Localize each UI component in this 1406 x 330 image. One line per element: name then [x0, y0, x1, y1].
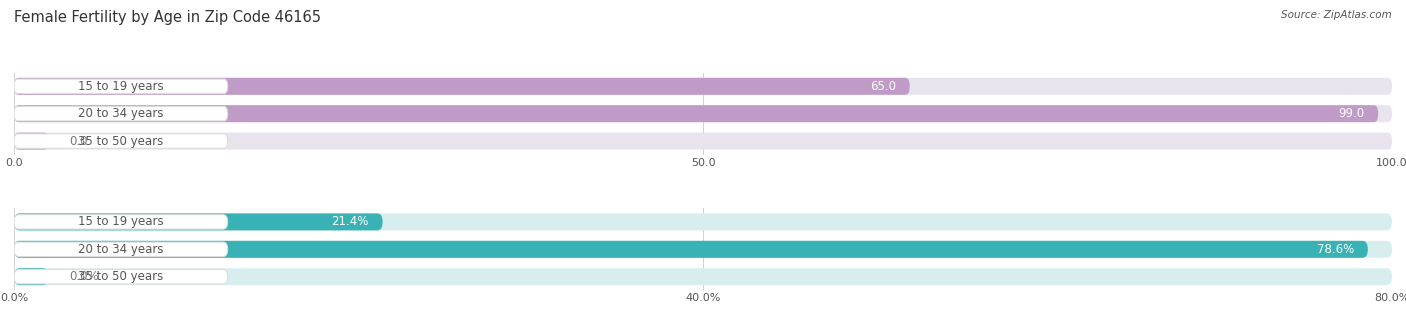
- FancyBboxPatch shape: [14, 134, 228, 148]
- FancyBboxPatch shape: [14, 133, 1392, 149]
- FancyBboxPatch shape: [14, 78, 1392, 95]
- Text: 35 to 50 years: 35 to 50 years: [79, 270, 163, 283]
- FancyBboxPatch shape: [14, 270, 228, 284]
- FancyBboxPatch shape: [14, 268, 1392, 285]
- Text: Source: ZipAtlas.com: Source: ZipAtlas.com: [1281, 10, 1392, 20]
- FancyBboxPatch shape: [14, 78, 910, 95]
- Text: 21.4%: 21.4%: [332, 215, 368, 228]
- Text: 35 to 50 years: 35 to 50 years: [79, 135, 163, 148]
- Text: 0.0%: 0.0%: [69, 270, 98, 283]
- Text: 15 to 19 years: 15 to 19 years: [79, 80, 163, 93]
- FancyBboxPatch shape: [14, 105, 1378, 122]
- Text: 99.0: 99.0: [1339, 107, 1364, 120]
- FancyBboxPatch shape: [14, 107, 228, 121]
- Text: 0.0: 0.0: [69, 135, 87, 148]
- FancyBboxPatch shape: [14, 268, 48, 285]
- FancyBboxPatch shape: [14, 133, 48, 149]
- FancyBboxPatch shape: [14, 214, 382, 230]
- Text: 15 to 19 years: 15 to 19 years: [79, 215, 163, 228]
- FancyBboxPatch shape: [14, 242, 228, 256]
- FancyBboxPatch shape: [14, 214, 1392, 230]
- Text: 20 to 34 years: 20 to 34 years: [79, 107, 163, 120]
- Text: 65.0: 65.0: [870, 80, 896, 93]
- Text: Female Fertility by Age in Zip Code 46165: Female Fertility by Age in Zip Code 4616…: [14, 10, 321, 25]
- FancyBboxPatch shape: [14, 79, 228, 93]
- FancyBboxPatch shape: [14, 215, 228, 229]
- FancyBboxPatch shape: [14, 105, 1392, 122]
- Text: 78.6%: 78.6%: [1317, 243, 1354, 256]
- FancyBboxPatch shape: [14, 241, 1392, 258]
- Text: 20 to 34 years: 20 to 34 years: [79, 243, 163, 256]
- FancyBboxPatch shape: [14, 241, 1368, 258]
